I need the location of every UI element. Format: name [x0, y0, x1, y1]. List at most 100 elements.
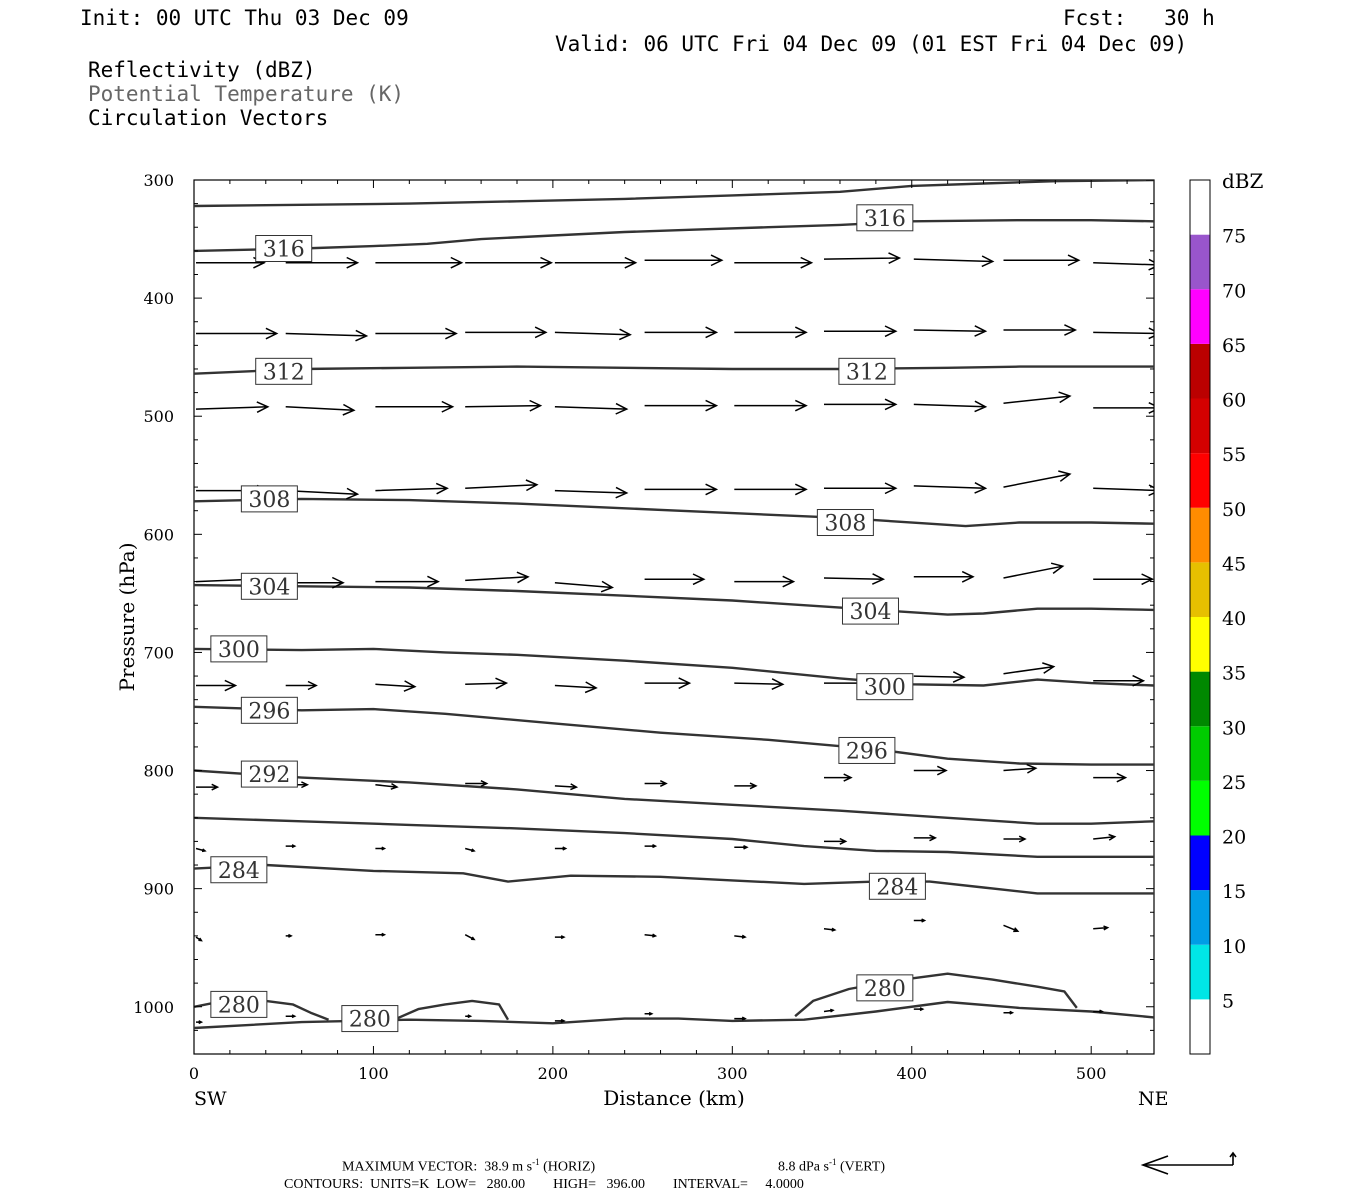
colorbar-level-label: 65 [1222, 335, 1246, 357]
isentrope-label-box [841, 597, 899, 625]
x-tick-label: 100 [358, 1064, 389, 1083]
isentrope-label: 280 [218, 993, 260, 1018]
isentrope-label: 316 [864, 207, 906, 232]
max-vector-line: MAXIMUM VECTOR: 38.9 m s-1 (HORIZ) [342, 1157, 595, 1176]
y-tick-label: 300 [143, 171, 174, 190]
circulation-vector [1093, 327, 1154, 340]
circulation-vector [1093, 1009, 1104, 1014]
circulation-vector [285, 403, 356, 416]
isentrope-label-box [240, 760, 298, 788]
circulation-vector [1093, 573, 1154, 586]
circulation-vector [913, 400, 988, 413]
plot-frame-group [193, 179, 1155, 1055]
isentrope-label: 292 [248, 763, 290, 788]
colorbar-segment [1190, 780, 1210, 836]
circulation-vector [1003, 835, 1027, 843]
circulation-vector [734, 934, 747, 939]
circulation-vector [375, 846, 387, 851]
isentrope-284-line [194, 863, 1154, 895]
circulation-vector [1003, 662, 1056, 675]
circulation-vector [375, 400, 455, 413]
colorbar-segment [1190, 890, 1210, 945]
circulation-vector [375, 782, 399, 790]
isentrope-316-line [194, 219, 1154, 253]
circulation-vector [824, 325, 898, 338]
circulation-vector [195, 936, 203, 942]
colorbar-level-label: 10 [1222, 936, 1246, 958]
circulation-vector [464, 934, 476, 941]
isentrope-label-box [240, 696, 298, 724]
circulation-vector [465, 256, 554, 269]
y-tick-label: 800 [143, 762, 174, 781]
circulation-vector [644, 483, 719, 496]
y-tick-label: 400 [143, 289, 174, 308]
contour-label-group: 316 316 312 312 308 308 304 304 300 300 296 296 292 2… [210, 204, 926, 1033]
colorbar-segment [1190, 617, 1210, 672]
circulation-vector [195, 847, 207, 853]
horiz-suffix: (HORIZ) [539, 1159, 596, 1175]
isentrope-label: 284 [876, 875, 918, 900]
x-tick-label: 500 [1076, 1064, 1107, 1083]
circulation-vector [913, 570, 975, 583]
circulation-vector [1003, 254, 1081, 267]
circulation-vector [375, 932, 387, 937]
isentrope-label-box [856, 974, 914, 1002]
circulation-vector [1003, 924, 1020, 933]
x-tick-label: 200 [538, 1064, 569, 1083]
max-horiz-value: 38.9 m s [484, 1159, 533, 1175]
circulation-vector [1093, 674, 1146, 687]
circulation-vector [196, 679, 238, 692]
colorbar-level-label: 45 [1222, 553, 1246, 575]
circulation-vector [1093, 484, 1154, 497]
colorbar-level-label: 70 [1222, 280, 1246, 302]
circulation-vector [824, 773, 853, 782]
circulation-vector [554, 580, 615, 593]
circulation-vector [195, 401, 270, 413]
isentrope-label: 308 [824, 512, 866, 537]
isentrope-label-box [838, 736, 896, 764]
circulation-vector [375, 256, 464, 269]
colorbar-level-label: 25 [1222, 772, 1246, 794]
isentrope-label: 296 [846, 739, 888, 764]
colorbar-level-label: 75 [1222, 226, 1246, 248]
circulation-vector [644, 254, 724, 267]
isentrope-label-box [816, 509, 874, 537]
isentrope-label: 284 [218, 859, 260, 884]
vert-suffix: (VERT) [836, 1159, 885, 1175]
isentrope-label-box [240, 485, 298, 513]
y-tick-label: 700 [143, 643, 174, 662]
colorbar-level-label: 30 [1222, 717, 1246, 739]
isentrope-296-line [194, 705, 1154, 766]
circulation-vector [913, 482, 988, 494]
isentrope-label-box [856, 204, 914, 232]
circulation-vector [823, 573, 886, 585]
isentrope-label-box [240, 572, 298, 600]
isentrope-label-box [868, 872, 926, 900]
isentrope-312-line [194, 365, 1154, 375]
circulation-vector [375, 482, 449, 495]
circulation-vector [913, 325, 988, 337]
isentrope-label-box [255, 357, 313, 385]
vector-group [195, 252, 1154, 1025]
circulation-vector [375, 327, 458, 340]
circulation-vector [734, 256, 814, 269]
circulation-vector [734, 399, 808, 412]
x-axis-title: Distance (km) [603, 1086, 745, 1110]
isentrope-308-line [194, 497, 1154, 528]
circulation-vector [196, 327, 279, 340]
circulation-vector [644, 1011, 654, 1016]
colorbar-level-label: 5 [1222, 990, 1234, 1012]
colorbar-level-label: 40 [1222, 608, 1246, 630]
colorbar-segment [1190, 234, 1210, 290]
vert-exponent: -1 [828, 1157, 837, 1167]
x-end-right: NE [1138, 1088, 1169, 1110]
circulation-vector [196, 783, 220, 791]
circulation-vector [1003, 391, 1072, 404]
circulation-vector [823, 927, 837, 932]
isentrope-group [194, 180, 1154, 1030]
circulation-vector [1093, 833, 1117, 841]
x-tick-label: 0 [189, 1064, 199, 1083]
circulation-vector [465, 847, 476, 853]
y-tick-label: 500 [143, 407, 174, 426]
circulation-vector [1003, 1010, 1015, 1015]
